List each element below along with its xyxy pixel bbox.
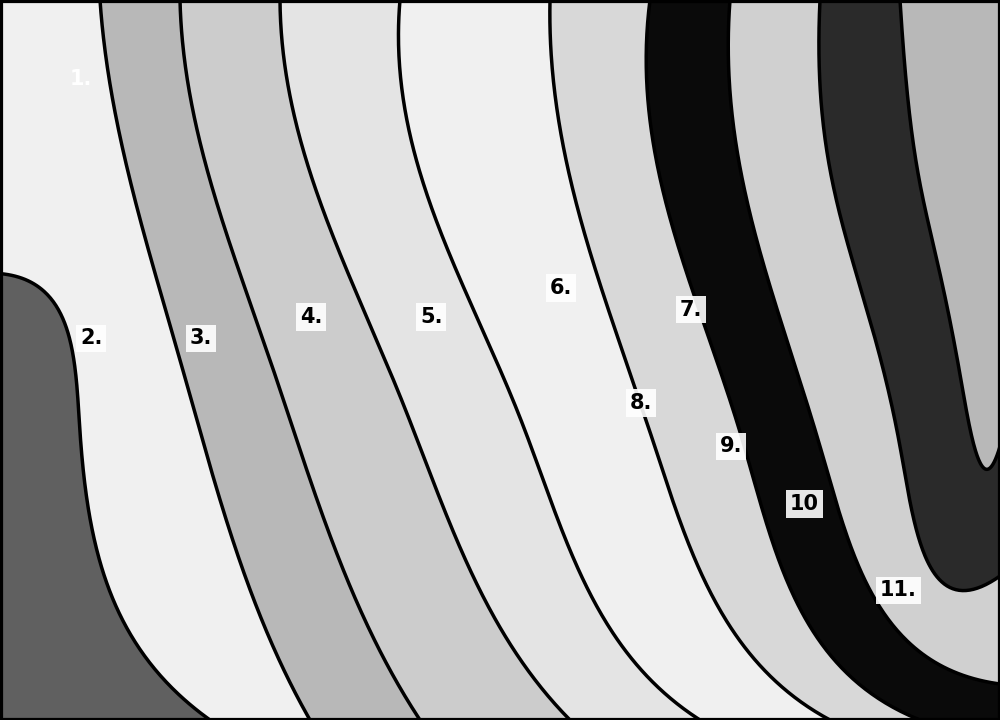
- Text: 1.: 1.: [70, 69, 92, 89]
- Polygon shape: [280, 0, 700, 720]
- Text: 8.: 8.: [630, 393, 652, 413]
- Text: 6.: 6.: [550, 278, 572, 298]
- Polygon shape: [100, 0, 420, 720]
- Polygon shape: [819, 0, 1000, 590]
- Text: 3.: 3.: [190, 328, 212, 348]
- Text: 2.: 2.: [80, 328, 102, 348]
- Text: 10: 10: [790, 494, 819, 514]
- Text: 4.: 4.: [300, 307, 322, 327]
- Polygon shape: [0, 0, 310, 720]
- Polygon shape: [550, 0, 920, 720]
- Polygon shape: [646, 0, 1000, 720]
- Polygon shape: [0, 274, 210, 720]
- Polygon shape: [398, 0, 830, 720]
- Text: 11.: 11.: [880, 580, 917, 600]
- Text: 5.: 5.: [420, 307, 442, 327]
- Text: 7.: 7.: [680, 300, 702, 320]
- Polygon shape: [180, 0, 570, 720]
- Polygon shape: [728, 0, 1000, 684]
- Text: 9.: 9.: [720, 436, 742, 456]
